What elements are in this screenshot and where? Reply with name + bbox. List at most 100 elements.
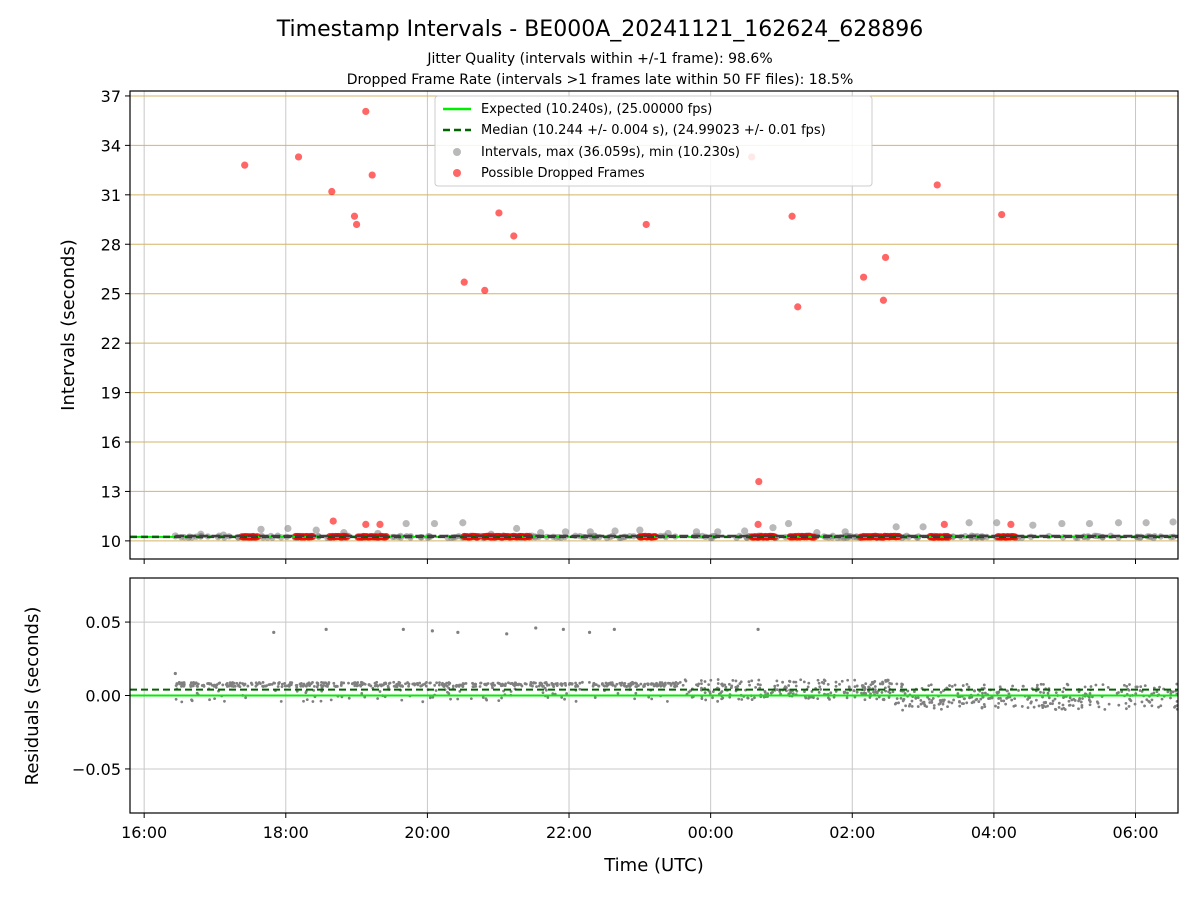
residual-point bbox=[615, 682, 619, 686]
interval-point bbox=[784, 519, 793, 528]
residual-point bbox=[781, 680, 784, 684]
dropped-frame-point bbox=[368, 171, 376, 179]
residual-point bbox=[941, 702, 945, 706]
residual-point bbox=[873, 685, 877, 688]
residual-point bbox=[998, 685, 1002, 689]
residual-point bbox=[724, 685, 728, 689]
intervals-ytick-label: 25 bbox=[101, 285, 121, 304]
residual-point bbox=[499, 684, 503, 688]
chart-subtitle-dropped: Dropped Frame Rate (intervals >1 frames … bbox=[347, 72, 854, 88]
interval-point bbox=[611, 527, 619, 535]
residuals-panel: 16:00 18:00 20:00 22:00 00:00 02:00 04:00 06:00… bbox=[22, 577, 1179, 876]
residual-point bbox=[513, 681, 517, 685]
residual-point bbox=[214, 686, 218, 689]
legend: Expected (10.240s), (25.00000 fps) Media… bbox=[434, 95, 873, 187]
residual-point bbox=[523, 682, 527, 685]
residual-point bbox=[994, 704, 997, 708]
residual-point bbox=[319, 683, 323, 687]
residual-point bbox=[1054, 691, 1058, 695]
residual-point bbox=[433, 683, 437, 687]
residual-point bbox=[592, 682, 596, 685]
legend-dropped-label: Possible Dropped Frames bbox=[481, 166, 645, 181]
residual-point bbox=[333, 684, 336, 688]
residual-point bbox=[407, 682, 411, 686]
residual-point bbox=[290, 681, 294, 685]
residual-point bbox=[404, 682, 407, 686]
residual-point bbox=[213, 697, 216, 701]
residual-point bbox=[616, 692, 620, 695]
residual-point bbox=[818, 685, 822, 689]
residual-point bbox=[1123, 683, 1126, 687]
residual-point bbox=[901, 708, 904, 712]
residual-point bbox=[383, 681, 386, 685]
dropped-frame-point bbox=[794, 303, 802, 311]
dropped-frame-point bbox=[642, 220, 650, 229]
residual-point bbox=[735, 686, 739, 689]
residual-point bbox=[273, 681, 277, 685]
residual-point bbox=[1125, 707, 1128, 711]
residual-point bbox=[980, 706, 984, 709]
residual-point bbox=[551, 692, 555, 696]
residual-point bbox=[350, 682, 354, 686]
residual-point bbox=[324, 627, 328, 632]
residual-point bbox=[656, 684, 660, 688]
residual-point bbox=[178, 682, 182, 686]
residual-point bbox=[893, 702, 897, 706]
residual-point bbox=[267, 683, 271, 687]
residual-point bbox=[233, 684, 237, 688]
dropped-frame-point bbox=[362, 520, 370, 528]
intervals-ticks: 10 13 16 19 22 25 28 31 34 37 bbox=[101, 87, 1137, 564]
residual-point bbox=[672, 685, 676, 688]
dropped-frame-point bbox=[329, 517, 337, 525]
residual-point bbox=[1140, 689, 1144, 693]
residual-point bbox=[231, 682, 234, 686]
residual-point bbox=[376, 697, 380, 700]
residual-point bbox=[666, 700, 669, 703]
residual-point bbox=[574, 699, 578, 703]
residual-point bbox=[593, 696, 597, 699]
residual-point bbox=[225, 682, 229, 685]
residual-point bbox=[563, 681, 567, 685]
residual-point bbox=[1103, 707, 1107, 711]
residual-point bbox=[838, 682, 841, 686]
x-tick-label: 04:00 bbox=[971, 823, 1017, 842]
residual-point bbox=[397, 680, 401, 684]
residual-point bbox=[950, 701, 954, 705]
residual-point bbox=[342, 681, 346, 685]
residual-point bbox=[871, 682, 875, 686]
residual-point bbox=[481, 696, 485, 699]
residual-point bbox=[601, 682, 604, 685]
residual-point bbox=[578, 681, 582, 685]
residual-point bbox=[485, 698, 489, 702]
residual-point bbox=[776, 683, 780, 687]
residual-point bbox=[319, 699, 323, 703]
residual-point bbox=[207, 682, 211, 685]
interval-point bbox=[741, 527, 749, 535]
residual-point bbox=[981, 691, 984, 695]
residual-point bbox=[442, 685, 446, 688]
residual-point bbox=[907, 704, 911, 708]
residual-point bbox=[311, 700, 315, 703]
dropped-frame-point bbox=[328, 187, 336, 196]
residual-point bbox=[1039, 690, 1042, 694]
residual-point bbox=[929, 683, 933, 687]
residual-point bbox=[888, 681, 892, 685]
residual-point bbox=[873, 688, 877, 692]
residual-point bbox=[1160, 697, 1164, 701]
residual-point bbox=[982, 683, 986, 687]
interval-point bbox=[312, 526, 320, 534]
residual-point bbox=[254, 681, 258, 685]
residual-point bbox=[438, 681, 441, 685]
interval-point bbox=[513, 524, 521, 533]
residual-point bbox=[532, 681, 535, 685]
residual-point bbox=[612, 627, 616, 632]
residual-point bbox=[874, 690, 878, 694]
dropped-frame-point bbox=[362, 107, 370, 116]
residual-point bbox=[618, 681, 622, 685]
residual-point bbox=[441, 681, 444, 685]
interval-point bbox=[965, 519, 973, 527]
residual-point bbox=[863, 698, 867, 702]
dropped-frame-point bbox=[879, 296, 888, 304]
residual-point bbox=[622, 682, 626, 686]
residual-point bbox=[1087, 698, 1091, 702]
